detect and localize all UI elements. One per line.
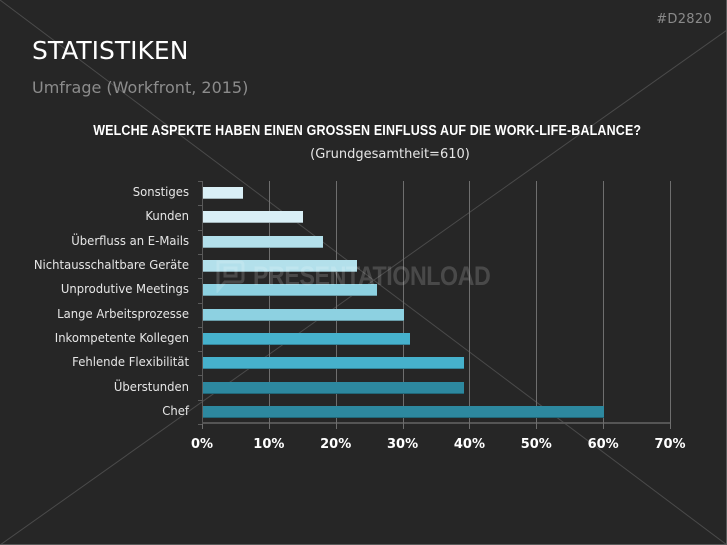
category-label: Fehlende Flexibilität (72, 354, 189, 370)
category-label: Lange Arbeitsprozesse (57, 305, 190, 321)
gridline (670, 181, 671, 424)
watermark-text: PRESENTATIONLOAD (253, 260, 491, 291)
chart-subtitle: (Grundgesamtheit=610) (310, 147, 470, 162)
x-tick-label: 10% (253, 437, 285, 452)
category-label: Inkompetente Kollegen (54, 329, 189, 345)
x-tick-label: 30% (387, 437, 419, 452)
x-tick (335, 424, 337, 429)
bar (203, 308, 404, 321)
x-tick (202, 424, 203, 429)
bar (203, 235, 324, 248)
page-subtitle: Umfrage (Workfront, 2015) (32, 78, 249, 97)
bar (203, 187, 244, 200)
bar (203, 211, 304, 224)
gridline (335, 181, 337, 424)
y-tick (198, 326, 202, 328)
chart-title: WELCHE ASPEKTE HABEN EINEN GROSSEN EINFL… (93, 123, 642, 139)
category-label: Überfluss an E-Mails (71, 232, 189, 248)
x-axis (202, 422, 670, 424)
plot-area (198, 181, 671, 429)
gridline (268, 181, 270, 424)
category-label: Chef (162, 402, 189, 418)
x-tick (402, 424, 404, 429)
presentationload-logo-icon (216, 260, 245, 293)
gridline (603, 181, 605, 424)
gridline (536, 181, 538, 424)
x-tick-label: 20% (320, 437, 352, 452)
slide-id-label: #D2820 (656, 12, 712, 27)
x-tick (536, 424, 538, 429)
bar (203, 357, 464, 370)
x-tick (469, 424, 471, 429)
y-tick (198, 229, 202, 231)
x-tick-label: 40% (453, 437, 485, 452)
bar (203, 284, 377, 297)
x-tick-label: 60% (587, 437, 619, 452)
category-label: Unprodutive Meetings (60, 281, 189, 297)
x-tick-label: 50% (520, 437, 552, 452)
y-tick (198, 253, 202, 255)
x-tick (670, 424, 671, 429)
gridline (402, 181, 404, 424)
y-tick (198, 302, 202, 304)
category-label: Nichtausschaltbare Geräte (33, 257, 190, 273)
bar (203, 381, 464, 394)
x-tick (603, 424, 605, 429)
y-tick (198, 181, 202, 182)
x-tick-label: 70% (654, 437, 686, 452)
gridline (469, 181, 471, 424)
x-tick-label: 0% (190, 437, 214, 452)
x-tick (268, 424, 270, 429)
category-label: Kunden (145, 208, 189, 224)
watermark: PRESENTATIONLOAD (215, 259, 529, 293)
bar (203, 332, 411, 345)
y-tick (198, 375, 202, 377)
y-tick (198, 351, 202, 353)
y-axis (202, 181, 203, 424)
category-label: Überstunden (113, 378, 189, 394)
y-tick (198, 205, 202, 207)
y-tick (198, 399, 202, 401)
bar (203, 405, 605, 418)
y-tick (198, 278, 202, 280)
bar (203, 260, 357, 273)
page-title: STATISTIKEN (32, 36, 189, 65)
category-label: Sonstiges (132, 184, 189, 200)
y-tick (198, 424, 202, 425)
